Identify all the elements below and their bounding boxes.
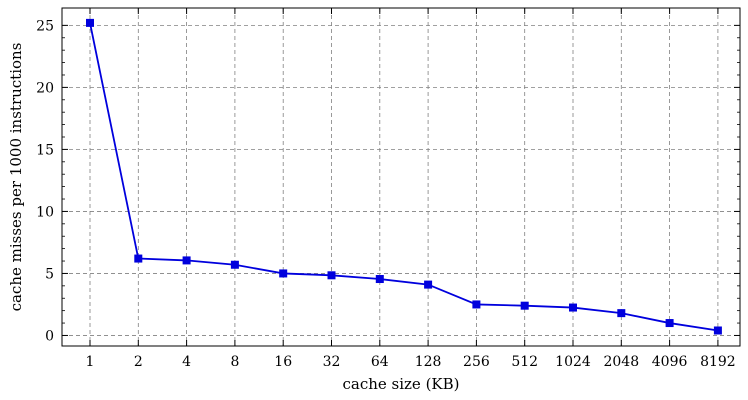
x-tick-label: 512 — [511, 354, 538, 370]
axes: 1 2 4 8 16 32 64 128 256 512 1024 2048 4096 8192 0 5 10 1… — [36, 8, 740, 370]
x-tick-label: 2 — [134, 354, 143, 370]
data-point — [134, 254, 143, 263]
data-point — [375, 275, 384, 284]
series-layer — [86, 18, 722, 335]
data-point — [520, 301, 529, 310]
data-point — [230, 260, 239, 269]
y-axis-label: cache misses per 1000 instructions — [7, 43, 25, 312]
x-tick-label: 1024 — [555, 354, 591, 370]
y-tick-label: 25 — [36, 18, 54, 34]
data-point — [569, 303, 577, 312]
x-tick-label: 32 — [323, 354, 341, 370]
x-tick-label: 1 — [86, 354, 95, 370]
data-point — [424, 280, 433, 289]
x-tick-label: 8192 — [700, 354, 736, 370]
data-point — [713, 326, 722, 335]
data-point — [279, 269, 288, 278]
x-tick-label: 2048 — [603, 354, 639, 370]
x-tick-label: 64 — [371, 354, 389, 370]
plot-frame — [61, 7, 741, 347]
data-point — [182, 256, 191, 265]
y-tick-label: 20 — [36, 80, 54, 96]
x-tick-label: 4096 — [652, 354, 688, 370]
x-tick-label: 128 — [415, 354, 442, 370]
y-tick-label: 15 — [36, 142, 54, 158]
data-point — [472, 300, 481, 309]
data-point — [665, 319, 674, 328]
y-tick-label: 0 — [45, 328, 54, 344]
y-tick-label: 5 — [45, 266, 54, 282]
x-tick-label: 8 — [230, 354, 239, 370]
data-point — [617, 309, 626, 318]
y-tick-label: 10 — [36, 204, 54, 220]
x-axis-label: cache size (KB) — [342, 375, 459, 393]
data-point — [86, 18, 94, 27]
x-tick-label: 4 — [182, 354, 191, 370]
series-line — [89, 22, 719, 332]
x-tick-label: 256 — [463, 354, 490, 370]
grid — [62, 8, 740, 346]
data-point — [327, 271, 336, 280]
x-tick-label: 16 — [274, 354, 292, 370]
